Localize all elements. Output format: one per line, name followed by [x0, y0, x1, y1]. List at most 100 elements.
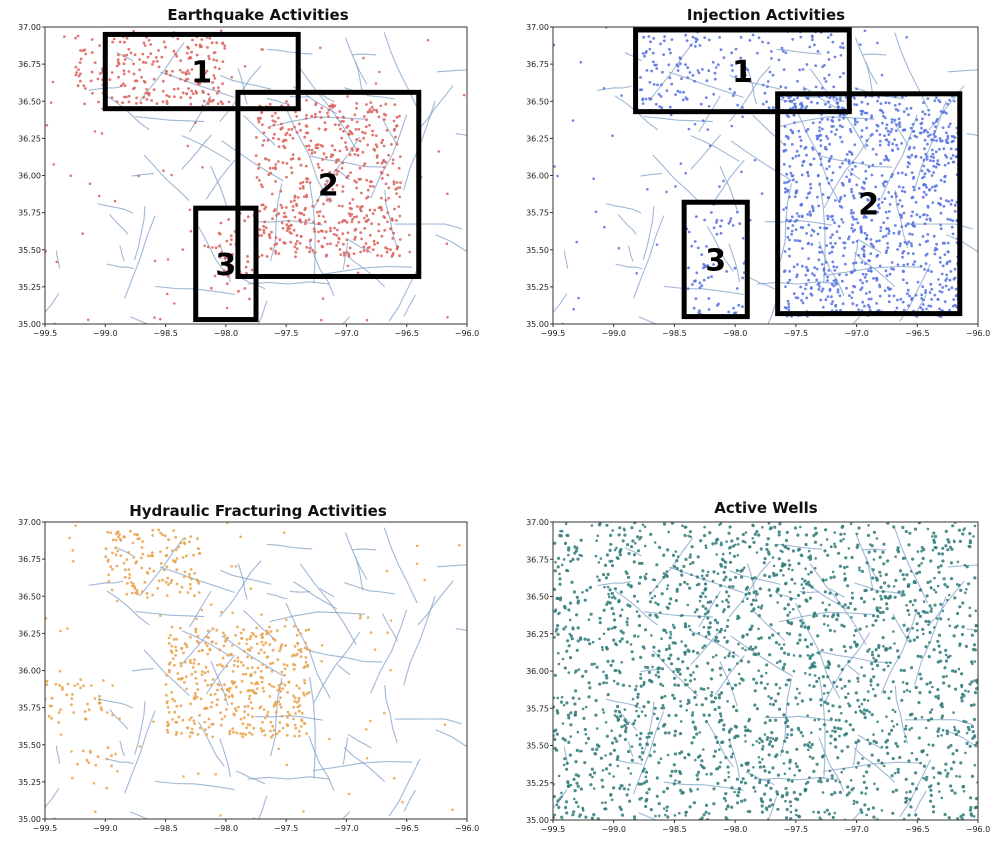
scatter-point	[938, 137, 942, 141]
scatter-point	[228, 686, 232, 690]
scatter-point	[337, 221, 341, 225]
scatter-point	[788, 238, 791, 242]
scatter-point	[784, 187, 787, 191]
scatter-point	[944, 279, 947, 282]
scatter-point	[765, 100, 768, 104]
scatter-point	[791, 568, 794, 572]
scatter-point	[706, 570, 710, 574]
scatter-point	[211, 81, 215, 84]
scatter-point	[886, 216, 889, 220]
scatter-point	[964, 751, 967, 755]
scatter-point	[669, 113, 673, 117]
scatter-point	[867, 690, 870, 693]
scatter-point	[188, 583, 192, 586]
scatter-point	[787, 620, 791, 625]
scatter-point	[712, 570, 716, 574]
scatter-point	[287, 225, 291, 228]
scatter-point	[891, 173, 894, 176]
scatter-point	[199, 697, 203, 701]
scatter-point	[792, 98, 796, 101]
scatter-point	[953, 725, 956, 729]
scatter-point	[248, 731, 252, 735]
scatter-point	[374, 143, 378, 147]
scatter-point	[922, 175, 926, 179]
scatter-point	[845, 175, 848, 179]
scatter-point	[287, 128, 291, 131]
scatter-point	[579, 538, 583, 542]
scatter-point	[864, 786, 869, 790]
scatter-point	[173, 664, 176, 667]
scatter-point	[859, 43, 862, 46]
scatter-point	[830, 282, 834, 286]
fault-line	[730, 635, 794, 677]
scatter-point	[355, 102, 359, 105]
scatter-point	[221, 664, 225, 668]
scatter-point	[730, 755, 734, 759]
scatter-point	[575, 648, 579, 652]
scatter-point	[303, 681, 307, 685]
fault-line	[109, 709, 129, 730]
scatter-point	[553, 636, 556, 639]
scatter-point	[942, 147, 946, 151]
scatter-point	[726, 619, 730, 622]
scatter-point	[564, 522, 568, 525]
scatter-point	[98, 698, 101, 702]
scatter-point	[132, 555, 136, 559]
scatter-point	[707, 276, 710, 279]
scatter-point	[868, 710, 872, 714]
scatter-point	[213, 274, 217, 278]
scatter-point	[882, 644, 885, 648]
scatter-point	[841, 42, 844, 45]
scatter-point	[937, 552, 941, 556]
scatter-point	[936, 565, 941, 569]
scatter-point	[606, 572, 610, 577]
scatter-point	[298, 218, 301, 222]
scatter-point	[752, 786, 756, 790]
scatter-point	[556, 696, 559, 700]
scatter-point	[307, 691, 311, 694]
scatter-point	[896, 767, 900, 771]
scatter-point	[759, 778, 762, 782]
scatter-point	[179, 704, 183, 708]
fault-line	[45, 788, 60, 809]
scatter-point	[356, 271, 360, 275]
scatter-point	[370, 105, 374, 109]
scatter-point	[250, 707, 254, 710]
scatter-point	[276, 658, 280, 662]
scatter-point	[947, 618, 950, 621]
scatter-point	[926, 527, 930, 531]
scatter-point	[910, 751, 914, 755]
scatter-point	[571, 627, 575, 631]
scatter-point	[653, 594, 657, 598]
scatter-point	[569, 634, 573, 638]
fault-line	[181, 630, 231, 657]
scatter-point	[190, 716, 193, 719]
scatter-point	[929, 586, 933, 589]
scatter-point	[311, 204, 315, 208]
scatter-point	[866, 699, 870, 702]
scatter-point	[905, 242, 909, 246]
scatter-point	[678, 811, 681, 815]
scatter-point	[567, 553, 570, 557]
scatter-point	[655, 563, 659, 567]
scatter-point	[849, 173, 853, 176]
fault-line	[131, 667, 154, 672]
scatter-point	[961, 813, 965, 817]
scatter-point	[864, 262, 867, 266]
scatter-point	[940, 290, 944, 294]
scatter-point	[627, 551, 631, 556]
scatter-point	[296, 705, 300, 709]
scatter-point	[782, 762, 786, 765]
scatter-point	[761, 758, 764, 761]
scatter-point	[227, 100, 231, 104]
scatter-point	[857, 308, 860, 311]
scatter-point	[953, 99, 956, 103]
scatter-point	[557, 805, 561, 810]
scatter-point	[356, 205, 359, 208]
scatter-point	[295, 202, 298, 206]
scatter-point	[359, 250, 362, 254]
fault-line	[615, 263, 643, 270]
scatter-point	[293, 245, 297, 249]
scatter-point	[299, 647, 303, 651]
scatter-point	[241, 722, 245, 726]
